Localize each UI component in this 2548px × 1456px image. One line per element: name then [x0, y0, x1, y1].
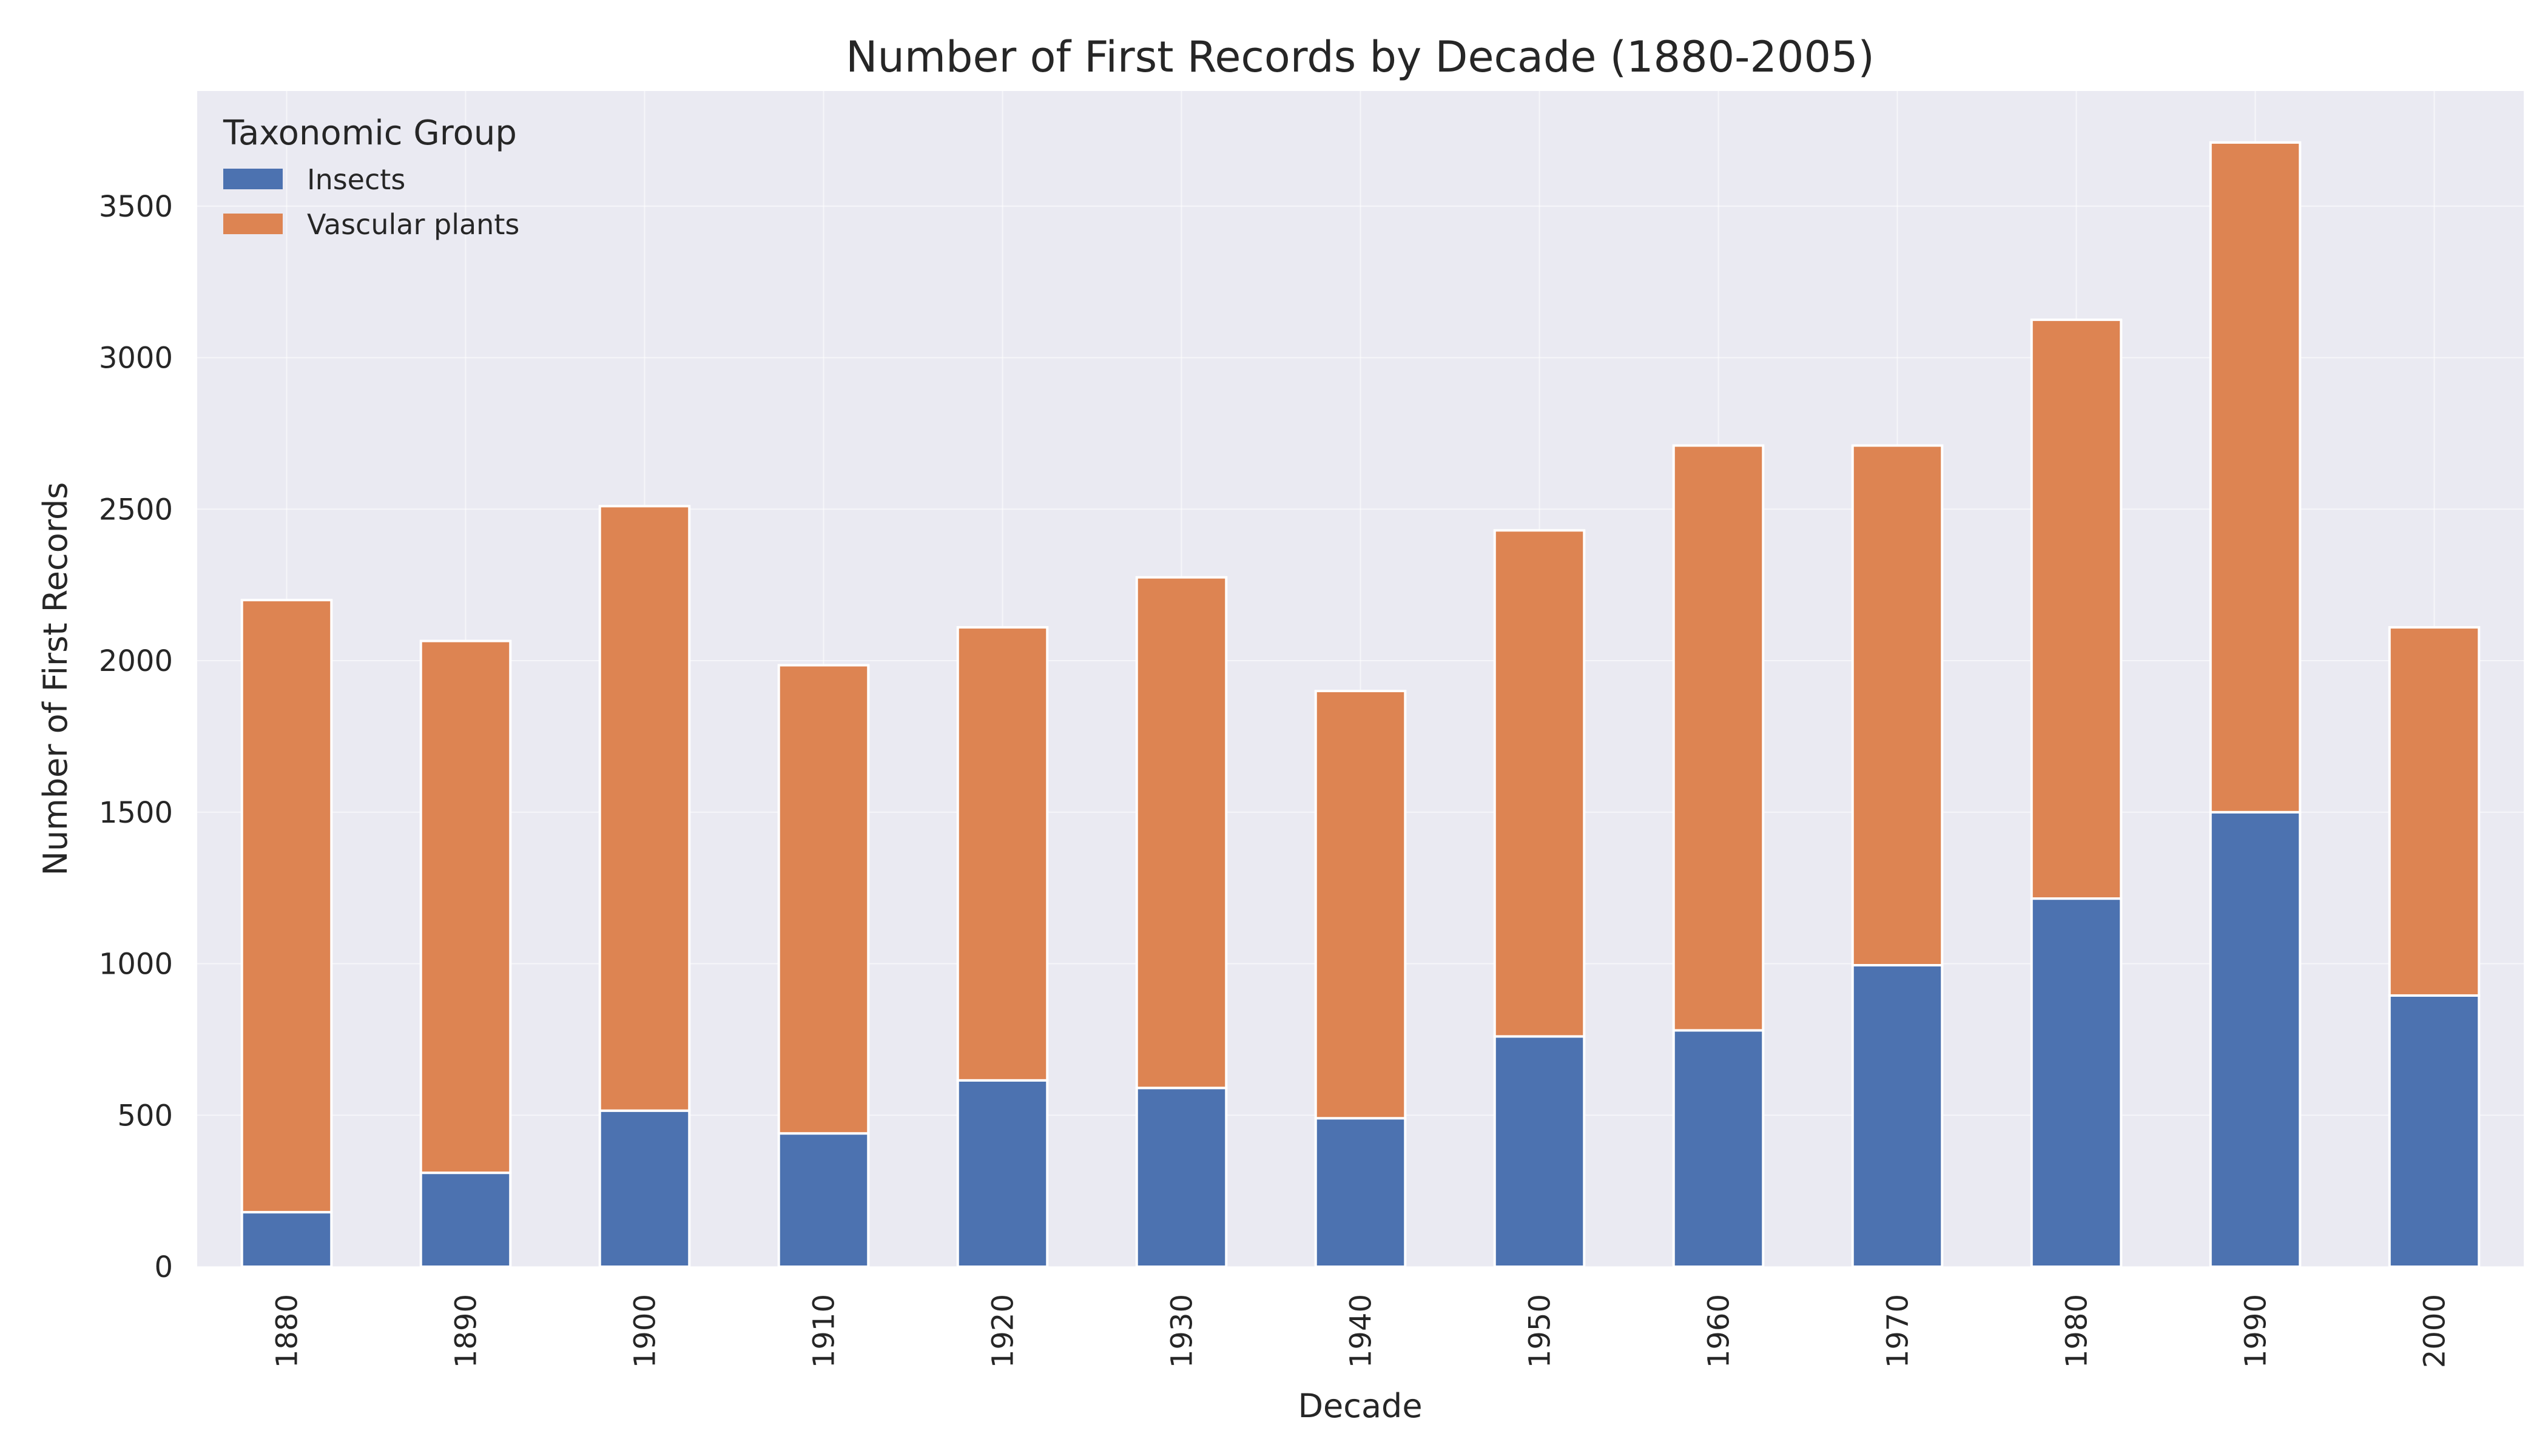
legend-title: Taxonomic Group	[223, 113, 517, 153]
bar-vascular-plants-1990	[2209, 141, 2302, 814]
legend-swatch-vascular-plants	[223, 214, 283, 234]
bar-vascular-plants-1930	[1135, 576, 1228, 1090]
bar-insects-1980	[2030, 897, 2123, 1269]
bar-insects-1970	[1851, 964, 1944, 1269]
bar-vascular-plants-1900	[598, 505, 691, 1112]
bar-vascular-plants-1960	[1672, 444, 1765, 1032]
y-tick-label: 2500	[99, 493, 173, 527]
bar-insects-1910	[777, 1132, 870, 1268]
bar-vascular-plants-1970	[1851, 444, 1944, 967]
y-tick-label: 3000	[99, 342, 173, 376]
legend-label-insects: Insects	[307, 163, 405, 196]
x-tick-label: 1970	[1881, 1294, 1915, 1368]
bar-vascular-plants-2000	[2388, 626, 2481, 997]
bar-insects-1960	[1672, 1029, 1765, 1269]
y-tick-label: 1000	[99, 948, 173, 982]
x-tick-label: 1880	[271, 1294, 305, 1368]
chart-title: Number of First Records by Decade (1880-…	[846, 32, 1875, 82]
bar-vascular-plants-1950	[1493, 529, 1586, 1038]
x-tick-label: 1910	[807, 1294, 841, 1368]
legend-label-vascular-plants: Vascular plants	[307, 208, 519, 241]
x-axis-label: Decade	[1298, 1387, 1422, 1425]
x-tick-label: 1990	[2239, 1294, 2273, 1368]
x-tick-label: 1920	[986, 1294, 1020, 1368]
bar-insects-1930	[1135, 1087, 1228, 1268]
bar-insects-1990	[2209, 811, 2302, 1268]
x-tick-label: 1950	[1523, 1294, 1557, 1368]
bar-vascular-plants-1890	[419, 639, 512, 1175]
y-tick-label: 2000	[99, 644, 173, 678]
bar-insects-1940	[1314, 1117, 1407, 1268]
bar-vascular-plants-1980	[2030, 318, 2123, 900]
bar-insects-1880	[240, 1211, 333, 1268]
y-tick-label: 500	[117, 1099, 173, 1133]
x-tick-label: 1960	[1702, 1294, 1736, 1368]
bar-insects-1920	[956, 1079, 1049, 1268]
bars	[240, 141, 2481, 1269]
x-tick-label: 1940	[1344, 1294, 1378, 1368]
x-tick-label: 1930	[1165, 1294, 1199, 1368]
bar-vascular-plants-1920	[956, 626, 1049, 1082]
x-tick-label: 2000	[2418, 1294, 2452, 1368]
y-tick-label: 0	[154, 1250, 173, 1284]
bar-insects-1890	[419, 1171, 512, 1268]
x-tick-label: 1980	[2060, 1294, 2094, 1368]
x-tick-label: 1900	[629, 1294, 662, 1368]
y-axis-ticks: 0 500 1000 1500 2000 2500 3000 3500	[99, 190, 173, 1284]
bar-insects-1900	[598, 1109, 691, 1269]
y-tick-label: 1500	[99, 796, 173, 830]
bar-insects-1950	[1493, 1035, 1586, 1268]
bar-vascular-plants-1880	[240, 599, 333, 1214]
bar-vascular-plants-1910	[777, 664, 870, 1135]
y-axis-label: Number of First Records	[36, 482, 75, 876]
bar-vascular-plants-1940	[1314, 689, 1407, 1120]
x-axis-ticks: 1880 1890 1900 1910 1920 1930 1940 1950 1960 1970…	[271, 1294, 2452, 1368]
y-tick-label: 3500	[99, 190, 173, 224]
bar-insects-2000	[2388, 994, 2481, 1268]
x-tick-label: 1890	[450, 1294, 484, 1368]
legend: Taxonomic Group Insects Vascular plants	[223, 113, 519, 241]
legend-swatch-insects	[223, 169, 283, 189]
